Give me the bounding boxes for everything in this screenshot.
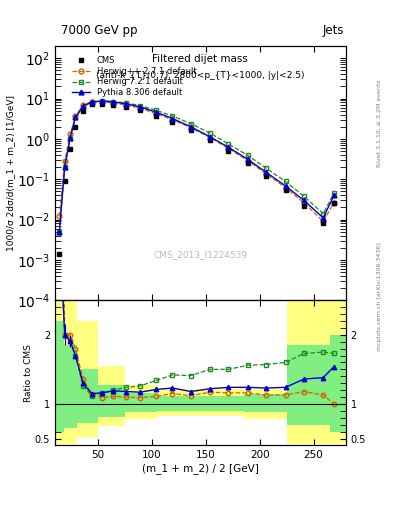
Herwig++ 2.7.1 default [81,102,85,109]
Line: Pythia 8.306 default: Pythia 8.306 default [57,99,336,234]
Herwig++ 2.7.1 default [188,124,193,131]
Pythia 8.306 default [124,101,129,107]
Herwig 7.2.1 default [124,100,129,106]
CMS [208,137,213,143]
Pythia 8.306 default [100,98,105,104]
Pythia 8.306 default [283,183,288,189]
Herwig++ 2.7.1 default [264,171,268,177]
CMS [89,101,94,108]
CMS [100,100,105,106]
Pythia 8.306 default [208,134,213,140]
Y-axis label: 1000/σ 2dσ/d(m_1 + m_2) [1/GeV]: 1000/σ 2dσ/d(m_1 + m_2) [1/GeV] [6,95,15,251]
Herwig 7.2.1 default [170,113,175,119]
Herwig++ 2.7.1 default [124,102,129,108]
Herwig 7.2.1 default [138,102,143,109]
Pythia 8.306 default [111,99,116,105]
CMS [226,148,231,154]
Pythia 8.306 default [73,114,78,120]
Pythia 8.306 default [89,99,94,105]
Pythia 8.306 default [264,169,268,176]
Text: mcplots.cern.ch [arXiv:1306.3436]: mcplots.cern.ch [arXiv:1306.3436] [377,243,382,351]
CMS [154,113,159,119]
Line: Herwig++ 2.7.1 default: Herwig++ 2.7.1 default [57,99,336,224]
Herwig 7.2.1 default [111,98,116,104]
Herwig++ 2.7.1 default [154,111,159,117]
Herwig 7.2.1 default [73,114,78,120]
Herwig 7.2.1 default [62,164,67,170]
CMS [111,102,116,108]
Herwig++ 2.7.1 default [138,105,143,111]
Herwig 7.2.1 default [57,229,62,235]
Herwig++ 2.7.1 default [73,113,78,119]
Text: (anti-k_{T}(0.7), 2800<p_{T}<1000, |y|<2.5): (anti-k_{T}(0.7), 2800<p_{T}<1000, |y|<2… [96,72,305,80]
Herwig 7.2.1 default [154,108,159,114]
Text: Rivet 3.1.10, ≥ 3.2M events: Rivet 3.1.10, ≥ 3.2M events [377,79,382,167]
Herwig 7.2.1 default [246,152,250,158]
Herwig++ 2.7.1 default [208,135,213,141]
Pythia 8.306 default [68,135,72,141]
X-axis label: (m_1 + m_2) / 2 [GeV]: (m_1 + m_2) / 2 [GeV] [142,463,259,474]
CMS [124,103,129,110]
CMS [81,108,85,114]
Pythia 8.306 default [246,156,250,162]
Text: CMS_2013_I1224539: CMS_2013_I1224539 [153,250,248,259]
Herwig 7.2.1 default [68,135,72,141]
Text: Filtered dijet mass: Filtered dijet mass [152,54,248,63]
CMS [62,178,67,184]
Herwig 7.2.1 default [332,190,336,196]
Herwig 7.2.1 default [301,193,306,199]
Text: 7000 GeV pp: 7000 GeV pp [61,25,138,37]
Herwig++ 2.7.1 default [62,158,67,164]
Pythia 8.306 default [81,103,85,109]
Herwig 7.2.1 default [283,178,288,184]
CMS [138,106,143,113]
Herwig++ 2.7.1 default [170,117,175,123]
Herwig++ 2.7.1 default [226,145,231,152]
CMS [283,186,288,193]
Herwig 7.2.1 default [226,141,231,147]
CMS [246,160,250,166]
Text: Jets: Jets [322,25,344,37]
CMS [68,146,72,153]
CMS [332,200,336,206]
Herwig++ 2.7.1 default [301,200,306,206]
CMS [73,124,78,130]
Herwig++ 2.7.1 default [321,218,325,224]
Pythia 8.306 default [62,164,67,170]
Herwig 7.2.1 default [188,120,193,126]
Line: Herwig 7.2.1 default: Herwig 7.2.1 default [57,99,336,234]
Herwig++ 2.7.1 default [57,214,62,220]
Herwig++ 2.7.1 default [100,99,105,105]
Herwig++ 2.7.1 default [89,99,94,105]
CMS [264,173,268,179]
Herwig++ 2.7.1 default [111,100,116,106]
Herwig 7.2.1 default [264,165,268,171]
Pythia 8.306 default [301,197,306,203]
Pythia 8.306 default [138,104,143,110]
Pythia 8.306 default [188,124,193,130]
Herwig 7.2.1 default [208,130,213,136]
CMS [321,220,325,226]
Pythia 8.306 default [332,192,336,198]
Herwig++ 2.7.1 default [68,131,72,137]
CMS [301,203,306,209]
Pythia 8.306 default [57,229,62,235]
Herwig++ 2.7.1 default [283,184,288,190]
Legend: CMS, Herwig++ 2.7.1 default, Herwig 7.2.1 default, Pythia 8.306 default: CMS, Herwig++ 2.7.1 default, Herwig 7.2.… [71,55,197,98]
Herwig++ 2.7.1 default [246,158,250,164]
Herwig 7.2.1 default [89,99,94,105]
Pythia 8.306 default [154,109,159,115]
Herwig 7.2.1 default [81,103,85,110]
Pythia 8.306 default [321,215,325,221]
CMS [170,119,175,125]
Herwig++ 2.7.1 default [332,200,336,206]
Herwig 7.2.1 default [100,98,105,104]
Y-axis label: Ratio to CMS: Ratio to CMS [24,344,33,402]
CMS [57,251,62,257]
Line: CMS: CMS [57,101,336,257]
Pythia 8.306 default [170,115,175,121]
Pythia 8.306 default [226,144,231,151]
Herwig 7.2.1 default [321,210,325,217]
CMS [188,126,193,133]
